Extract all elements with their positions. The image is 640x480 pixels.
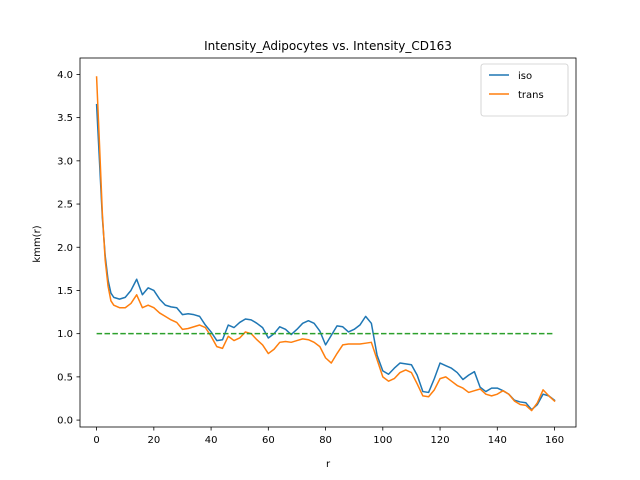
legend-label-iso: iso xyxy=(518,71,532,82)
x-tick-label: 0 xyxy=(93,435,99,446)
x-tick-label: 20 xyxy=(147,435,160,446)
legend: iso trans xyxy=(480,63,569,117)
y-tick-label: 0.0 xyxy=(57,416,73,427)
x-tick-label: 160 xyxy=(545,435,564,446)
series-line-iso xyxy=(95,103,556,411)
y-tick-label: 1.0 xyxy=(57,329,73,340)
x-tick-label: 60 xyxy=(262,435,275,446)
y-tick-label: 4.0 xyxy=(57,70,73,81)
axes-frame xyxy=(79,57,577,428)
y-axis-label: kmm(r) xyxy=(32,225,43,262)
x-tick-label: 40 xyxy=(205,435,218,446)
x-axis-label: r xyxy=(326,459,331,470)
y-tick-label: 2.5 xyxy=(57,200,73,211)
legend-label-trans: trans xyxy=(518,90,544,101)
series-line-trans xyxy=(95,76,556,412)
x-tick-label: 140 xyxy=(488,435,507,446)
series-group xyxy=(95,76,556,412)
legend-box xyxy=(480,63,569,117)
axes-group: 0 20 40 60 80 100 120 140 160 0.0 0.5 1.0 1.5 2.0 2.5 3… xyxy=(57,57,577,446)
x-tick-label: 80 xyxy=(319,435,332,446)
x-tick-label: 120 xyxy=(431,435,450,446)
y-tick-label: 3.5 xyxy=(57,113,73,124)
x-tick-label: 100 xyxy=(373,435,392,446)
y-tick-label: 3.0 xyxy=(57,156,73,167)
y-tick-label: 2.0 xyxy=(57,243,73,254)
y-tick-label: 0.5 xyxy=(57,372,73,383)
y-tick-label: 1.5 xyxy=(57,286,73,297)
chart-title: Intensity_Adipocytes vs. Intensity_CD163 xyxy=(204,39,452,53)
